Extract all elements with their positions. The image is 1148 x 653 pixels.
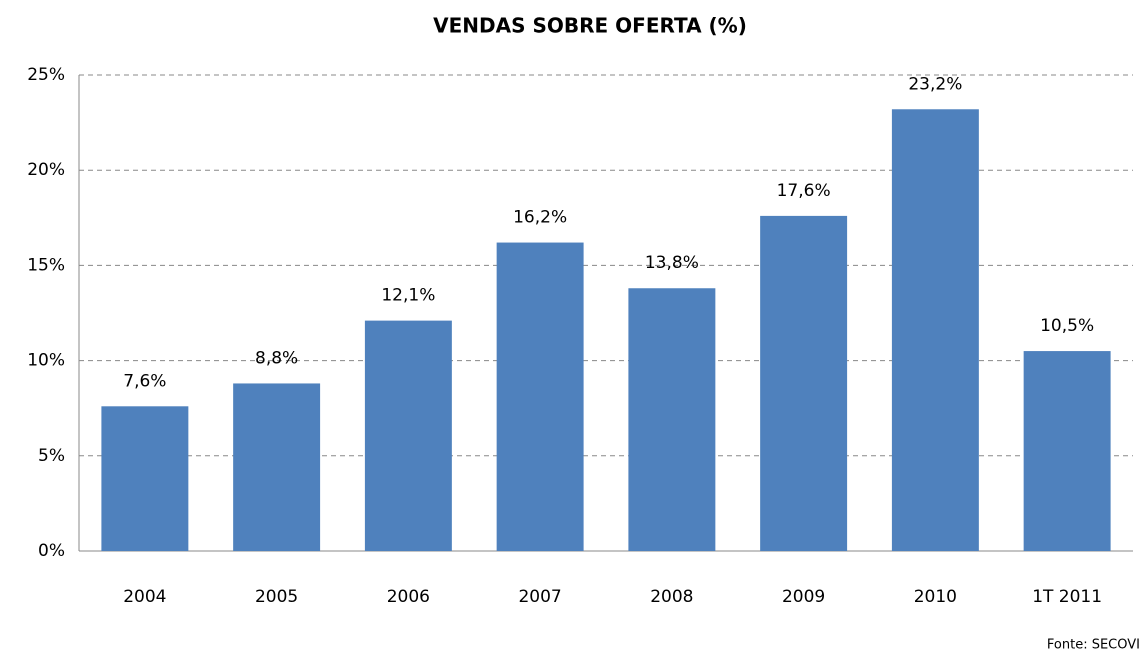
y-tick-label: 20%	[27, 160, 65, 180]
y-tick-label: 25%	[27, 65, 65, 85]
y-tick-label: 15%	[27, 255, 65, 275]
y-tick-label: 5%	[38, 446, 65, 466]
bar	[101, 406, 189, 551]
x-tick-label: 2008	[650, 587, 693, 607]
x-tick-label: 2006	[387, 587, 430, 607]
x-tick-label: 2005	[255, 587, 298, 607]
source-note: Fonte: SECOVI	[1047, 638, 1140, 653]
bar	[891, 109, 979, 551]
bar	[760, 215, 848, 551]
chart-title: VENDAS SOBRE OFERTA (%)	[433, 14, 747, 38]
x-tick-label: 1T 2011	[1032, 587, 1102, 607]
x-tick-label: 2004	[123, 587, 166, 607]
bar	[1023, 351, 1111, 551]
bar	[233, 383, 321, 551]
data-label: 10,5%	[1040, 316, 1094, 336]
data-label: 16,2%	[513, 208, 567, 228]
x-tick-label: 2007	[518, 587, 561, 607]
data-label: 23,2%	[908, 74, 962, 94]
data-label: 13,8%	[645, 253, 699, 273]
data-label: 8,8%	[255, 348, 298, 368]
y-tick-label: 10%	[27, 351, 65, 371]
data-label: 17,6%	[777, 181, 831, 201]
bar	[496, 242, 584, 551]
x-tick-label: 2010	[914, 587, 957, 607]
bar	[628, 288, 716, 551]
bar	[364, 320, 452, 551]
data-label: 12,1%	[381, 286, 435, 306]
data-label: 7,6%	[123, 371, 166, 391]
y-tick-label: 0%	[38, 541, 65, 561]
x-tick-label: 2009	[782, 587, 825, 607]
